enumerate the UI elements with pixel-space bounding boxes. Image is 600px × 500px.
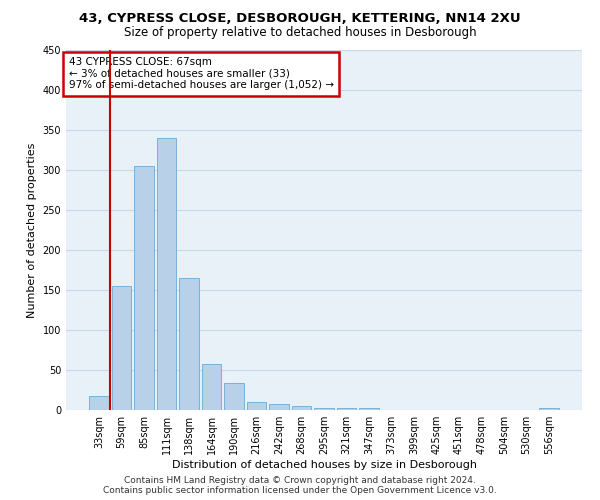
Bar [359,408,379,410]
Bar [157,138,176,410]
Text: Contains HM Land Registry data © Crown copyright and database right 2024.
Contai: Contains HM Land Registry data © Crown c… [103,476,497,495]
Text: 43, CYPRESS CLOSE, DESBOROUGH, KETTERING, NN14 2XU: 43, CYPRESS CLOSE, DESBOROUGH, KETTERING… [79,12,521,26]
Bar [314,408,334,410]
Bar [202,364,221,410]
Bar [179,278,199,410]
Y-axis label: Number of detached properties: Number of detached properties [27,142,37,318]
Bar [337,408,356,410]
Bar [292,406,311,410]
Text: Size of property relative to detached houses in Desborough: Size of property relative to detached ho… [124,26,476,39]
Bar [134,166,154,410]
Bar [247,402,266,410]
Bar [224,383,244,410]
Bar [539,408,559,410]
Bar [89,396,109,410]
X-axis label: Distribution of detached houses by size in Desborough: Distribution of detached houses by size … [172,460,476,470]
Text: 43 CYPRESS CLOSE: 67sqm
← 3% of detached houses are smaller (33)
97% of semi-det: 43 CYPRESS CLOSE: 67sqm ← 3% of detached… [68,57,334,90]
Bar [269,404,289,410]
Bar [112,286,131,410]
